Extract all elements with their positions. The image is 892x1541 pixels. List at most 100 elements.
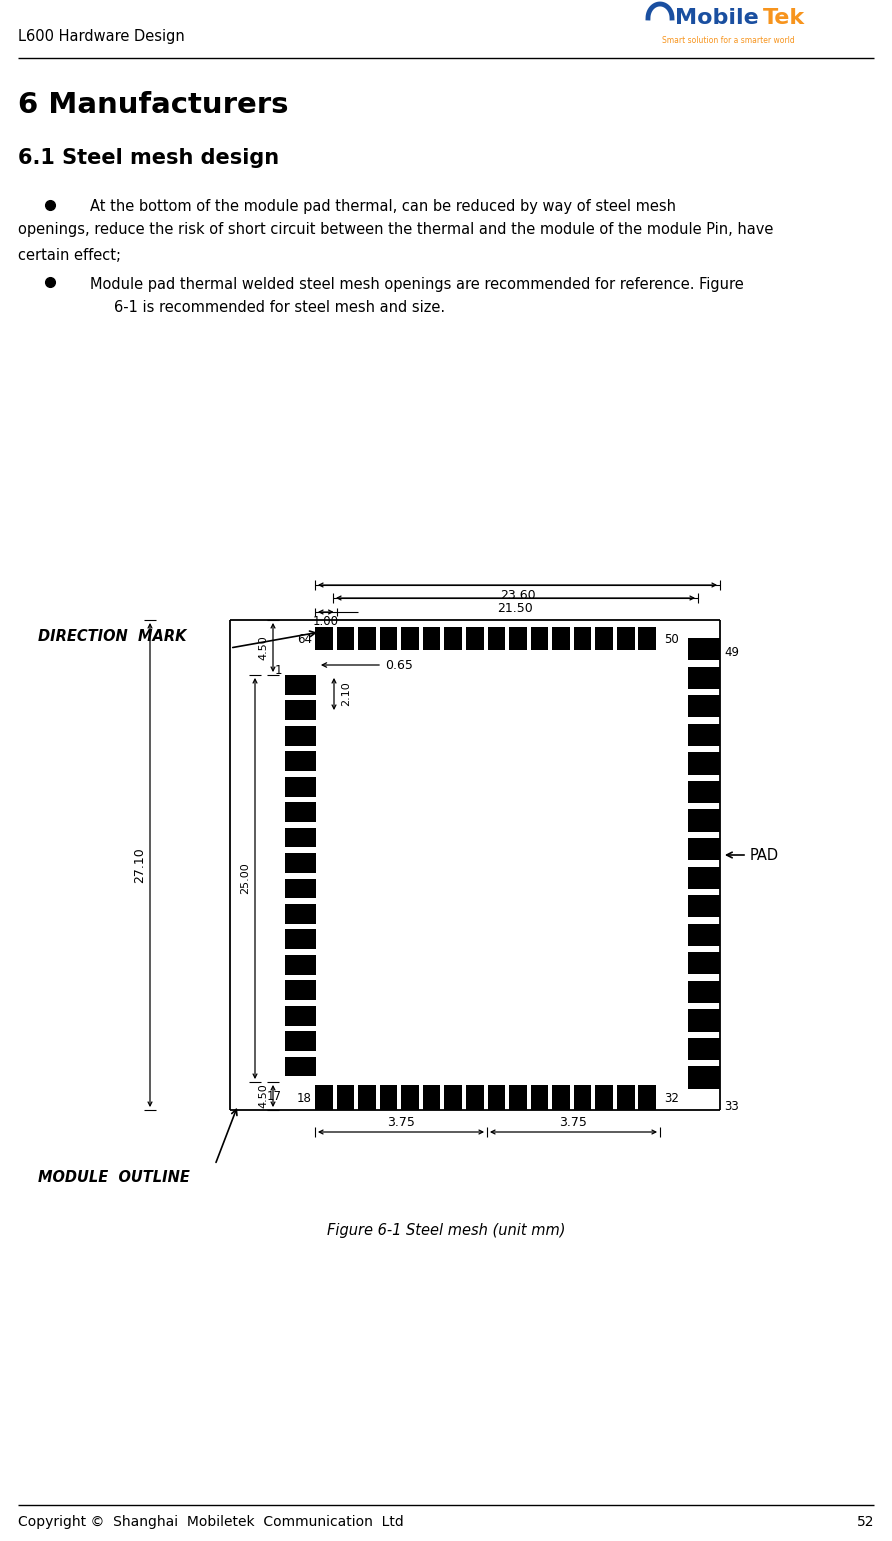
- Text: 21.50: 21.50: [498, 601, 533, 615]
- Text: 6-1 is recommended for steel mesh and size.: 6-1 is recommended for steel mesh and si…: [114, 300, 445, 314]
- Bar: [285, 854, 316, 872]
- Text: 3.75: 3.75: [387, 1116, 415, 1128]
- Text: 23.60: 23.60: [500, 589, 535, 601]
- Bar: [380, 627, 397, 650]
- Text: L600 Hardware Design: L600 Hardware Design: [18, 28, 185, 43]
- Text: 4.50: 4.50: [258, 635, 268, 660]
- Text: Module pad thermal welded steel mesh openings are recommended for reference. Fig: Module pad thermal welded steel mesh ope…: [90, 277, 744, 291]
- Bar: [531, 627, 549, 650]
- Bar: [358, 1085, 376, 1110]
- Bar: [285, 752, 316, 770]
- Bar: [688, 638, 720, 660]
- Text: MODULE  OUTLINE: MODULE OUTLINE: [38, 1171, 190, 1185]
- Bar: [285, 701, 316, 720]
- Text: 0.65: 0.65: [385, 658, 413, 672]
- Text: At the bottom of the module pad thermal, can be reduced by way of steel mesh: At the bottom of the module pad thermal,…: [90, 199, 676, 214]
- Bar: [552, 627, 570, 650]
- Bar: [488, 1085, 505, 1110]
- Bar: [617, 627, 634, 650]
- Bar: [488, 627, 505, 650]
- Bar: [531, 1085, 549, 1110]
- Text: Tek: Tek: [763, 8, 805, 28]
- Text: 50: 50: [664, 632, 679, 646]
- Bar: [617, 1085, 634, 1110]
- Bar: [552, 1085, 570, 1110]
- Bar: [336, 1085, 354, 1110]
- Bar: [336, 627, 354, 650]
- Bar: [509, 627, 527, 650]
- Bar: [358, 627, 376, 650]
- Bar: [285, 803, 316, 821]
- Bar: [285, 828, 316, 848]
- Bar: [509, 1085, 527, 1110]
- Bar: [574, 627, 591, 650]
- Text: 3.75: 3.75: [559, 1116, 588, 1128]
- Bar: [595, 1085, 613, 1110]
- Bar: [688, 1009, 720, 1031]
- Bar: [688, 781, 720, 803]
- Bar: [285, 955, 316, 974]
- Bar: [639, 627, 657, 650]
- Bar: [574, 1085, 591, 1110]
- Bar: [285, 905, 316, 923]
- Bar: [688, 1066, 720, 1088]
- Bar: [688, 923, 720, 946]
- Bar: [315, 1085, 333, 1110]
- Text: 32: 32: [664, 1093, 679, 1105]
- Bar: [688, 752, 720, 775]
- Bar: [595, 627, 613, 650]
- Text: 18: 18: [297, 1093, 312, 1105]
- Bar: [285, 929, 316, 949]
- Bar: [285, 726, 316, 746]
- Bar: [688, 695, 720, 718]
- Text: 27.10: 27.10: [134, 848, 146, 883]
- Text: Copyright ©  Shanghai  Mobiletek  Communication  Ltd: Copyright © Shanghai Mobiletek Communica…: [18, 1515, 404, 1529]
- Text: 2.10: 2.10: [341, 681, 351, 706]
- Bar: [285, 777, 316, 797]
- Bar: [444, 627, 462, 650]
- Text: Figure 6-1 Steel mesh (unit mm): Figure 6-1 Steel mesh (unit mm): [326, 1222, 566, 1237]
- Text: PAD: PAD: [750, 848, 779, 863]
- Bar: [285, 1006, 316, 1025]
- Bar: [423, 627, 441, 650]
- Bar: [688, 866, 720, 889]
- Text: 6 Manufacturers: 6 Manufacturers: [18, 91, 288, 119]
- Text: 1: 1: [275, 664, 282, 676]
- Bar: [285, 878, 316, 898]
- Text: Mobile: Mobile: [675, 8, 759, 28]
- Bar: [466, 627, 483, 650]
- Bar: [423, 1085, 441, 1110]
- Text: 64: 64: [297, 632, 312, 646]
- Bar: [639, 1085, 657, 1110]
- Bar: [401, 627, 419, 650]
- Bar: [688, 1039, 720, 1060]
- Text: 17: 17: [267, 1089, 282, 1102]
- Bar: [285, 675, 316, 695]
- Text: 49: 49: [724, 646, 739, 658]
- Bar: [688, 667, 720, 689]
- Text: 25.00: 25.00: [240, 863, 250, 894]
- Bar: [285, 1031, 316, 1051]
- Bar: [688, 724, 720, 746]
- Bar: [688, 980, 720, 1003]
- Bar: [380, 1085, 397, 1110]
- Text: openings, reduce the risk of short circuit between the thermal and the module of: openings, reduce the risk of short circu…: [18, 222, 773, 237]
- Text: 1.00: 1.00: [313, 615, 339, 627]
- Text: 4.50: 4.50: [258, 1083, 268, 1108]
- Bar: [688, 838, 720, 860]
- Text: 52: 52: [856, 1515, 874, 1529]
- Bar: [401, 1085, 419, 1110]
- Bar: [444, 1085, 462, 1110]
- Bar: [688, 809, 720, 832]
- Bar: [688, 952, 720, 974]
- Bar: [688, 895, 720, 917]
- Bar: [315, 627, 333, 650]
- Bar: [285, 1057, 316, 1077]
- Bar: [466, 1085, 483, 1110]
- Text: certain effect;: certain effect;: [18, 248, 121, 264]
- Text: 6.1 Steel mesh design: 6.1 Steel mesh design: [18, 148, 279, 168]
- Bar: [285, 980, 316, 1000]
- Text: 33: 33: [724, 1100, 739, 1114]
- Text: DIRECTION  MARK: DIRECTION MARK: [38, 629, 186, 644]
- Text: Smart solution for a smarter world: Smart solution for a smarter world: [662, 35, 795, 45]
